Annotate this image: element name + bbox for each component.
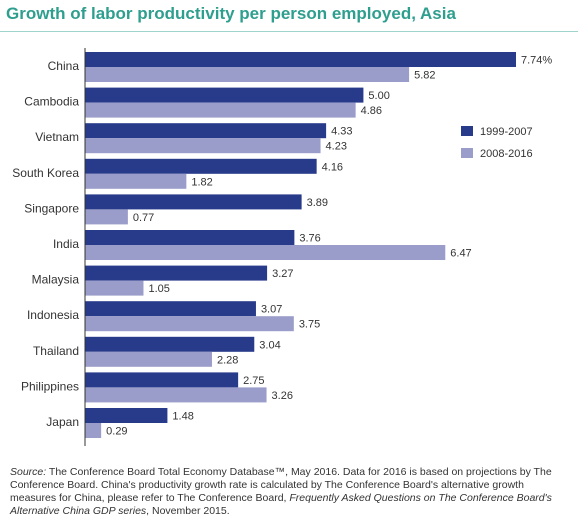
category-label: China <box>48 59 80 73</box>
data-label: 3.75 <box>299 319 320 331</box>
bar-series1 <box>85 158 317 174</box>
data-label: 3.76 <box>299 233 320 245</box>
category-label: Vietnam <box>35 130 79 144</box>
data-label: 1.05 <box>148 283 169 295</box>
category-label: Thailand <box>33 344 79 358</box>
data-label: 2.75 <box>243 375 264 387</box>
bar-series1 <box>85 123 327 139</box>
bar-series1 <box>85 265 268 281</box>
category-label: Cambodia <box>24 95 79 109</box>
data-label: 5.00 <box>368 90 389 102</box>
bar-series1 <box>85 87 364 103</box>
bar-series2 <box>85 245 446 260</box>
data-label: 4.16 <box>322 161 343 173</box>
data-label: 7.74% <box>521 55 552 67</box>
data-label: 1.82 <box>191 176 212 188</box>
category-label: Indonesia <box>27 308 79 322</box>
source-text-1: The Conference Board Total Economy Datab… <box>10 466 552 504</box>
bar-series2 <box>85 138 321 154</box>
data-label: 3.26 <box>272 390 293 402</box>
bar-series1 <box>85 194 302 210</box>
bar-series2 <box>85 423 102 438</box>
legend-label: 1999-2007 <box>480 126 533 138</box>
data-label: 3.89 <box>307 197 328 209</box>
data-label: 0.29 <box>106 426 127 438</box>
bar-series1 <box>85 336 255 352</box>
bar-series2 <box>85 102 356 118</box>
category-label: Singapore <box>24 201 79 215</box>
chart-title: Growth of labor productivity per person … <box>6 4 456 23</box>
bar-series1 <box>85 372 239 388</box>
category-label: Japan <box>46 415 79 429</box>
data-label: 4.33 <box>331 126 352 138</box>
data-label: 4.86 <box>361 105 382 117</box>
bar-series1 <box>85 408 168 423</box>
source-note: Source: The Conference Board Total Econo… <box>10 466 570 518</box>
source-text-2: , November 2015. <box>146 505 230 517</box>
data-label: 5.82 <box>414 70 435 82</box>
bar-series1 <box>85 301 256 317</box>
bar-series2 <box>85 67 410 82</box>
title-underline <box>0 31 578 32</box>
bar-series1 <box>85 230 295 245</box>
data-label: 6.47 <box>450 248 471 260</box>
legend-swatch-series1 <box>461 126 473 136</box>
data-label: 1.48 <box>172 411 193 423</box>
legend-swatch-series2 <box>461 148 473 158</box>
source-italic-text: Frequently Asked Questions on The Confer… <box>10 492 552 517</box>
data-label: 3.07 <box>261 304 282 316</box>
bar-series2 <box>85 209 128 225</box>
bar-chart: China 7.74% 5.82 Cambodia 5.00 4.86 Vietnam 4.3… <box>12 48 552 446</box>
category-label: Malaysia <box>32 273 80 287</box>
data-label: 3.27 <box>272 268 293 280</box>
bar-series2 <box>85 173 187 189</box>
bar-series2 <box>85 316 294 332</box>
data-label: 0.77 <box>133 212 154 224</box>
bar-series2 <box>85 280 144 296</box>
source-label: Source: <box>10 466 47 478</box>
data-label: 3.04 <box>259 339 280 351</box>
legend-label: 2008-2016 <box>480 148 533 160</box>
data-label: 2.28 <box>217 354 238 366</box>
bar-series1 <box>85 52 516 67</box>
bar-series2 <box>85 351 212 367</box>
category-label: India <box>53 237 79 251</box>
category-label: Philippines <box>21 379 79 393</box>
category-label: South Korea <box>12 166 79 180</box>
bar-series2 <box>85 387 267 403</box>
data-label: 4.23 <box>326 141 347 153</box>
